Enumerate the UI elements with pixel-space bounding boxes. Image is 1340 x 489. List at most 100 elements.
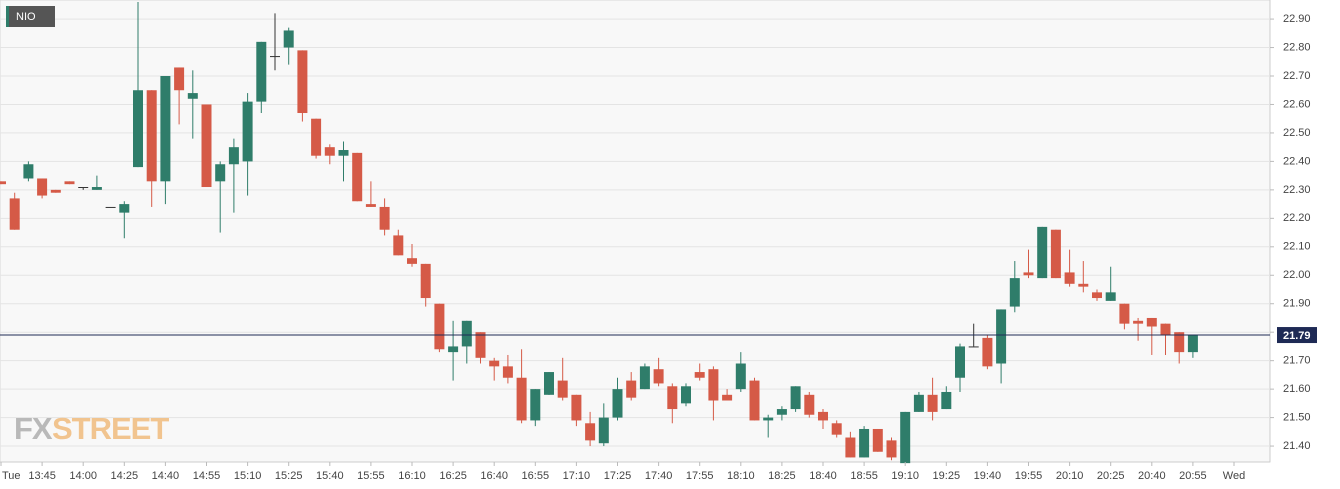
candle-body (174, 67, 185, 91)
x-tick-label: 20:25 (1097, 470, 1125, 482)
x-tick-label: 20:40 (1138, 470, 1166, 482)
x-tick-label: 18:25 (768, 470, 796, 482)
candle-body (475, 332, 486, 358)
y-tick-label: 22.00 (1283, 269, 1311, 281)
candle-body (64, 181, 75, 185)
candle-body (1146, 317, 1157, 327)
candle-body (23, 164, 34, 179)
y-tick-label: 22.80 (1283, 41, 1311, 53)
x-tick-label: 14:55 (193, 470, 221, 482)
x-tick-label: 15:40 (316, 470, 344, 482)
y-tick-label: 21.60 (1283, 383, 1311, 395)
candle-body (749, 380, 760, 421)
x-tick-label: 18:10 (727, 470, 755, 482)
y-tick-label: 22.40 (1283, 155, 1311, 167)
y-tick-label: 21.90 (1283, 298, 1311, 310)
candle-body (982, 337, 993, 367)
x-tick-label: 14:25 (111, 470, 139, 482)
x-tick-label: 16:40 (480, 470, 508, 482)
y-tick-label: 22.20 (1283, 212, 1311, 224)
y-tick-label: 21.40 (1283, 440, 1311, 452)
candle-body (585, 423, 596, 441)
x-tick-label: 20:10 (1056, 470, 1084, 482)
x-tick-label: 17:10 (563, 470, 591, 482)
x-tick-label: 15:55 (357, 470, 385, 482)
candle-body (571, 394, 582, 421)
candle-body (338, 150, 349, 156)
candle-body (311, 118, 322, 156)
candle-body (818, 411, 828, 421)
candle-body (735, 363, 746, 390)
candle-body (804, 394, 815, 415)
x-tick-label: 15:10 (234, 470, 262, 482)
candle-body (557, 380, 568, 398)
candle-body (941, 391, 952, 410)
x-tick-label: 13:45 (28, 470, 56, 482)
candle-body (612, 389, 623, 418)
candle-body (1105, 292, 1116, 301)
candle-body (530, 389, 541, 421)
candle-body (872, 428, 883, 452)
x-tick-label: 17:40 (645, 470, 673, 482)
candle-body (653, 369, 664, 384)
candle-body (1078, 283, 1089, 287)
candle-body (1023, 272, 1034, 276)
candle-body (9, 198, 20, 230)
candle-body (270, 56, 280, 58)
candle-body (119, 204, 130, 213)
candle-body (1064, 272, 1075, 284)
y-tick-label: 22.50 (1283, 127, 1311, 139)
candle-body (228, 147, 239, 165)
candle-body (133, 90, 143, 168)
candle-body (297, 50, 308, 114)
candle-body (681, 386, 691, 404)
candle-body (1174, 332, 1185, 353)
candle-body (845, 437, 856, 458)
x-tick-label: 16:10 (398, 470, 426, 482)
candle-body (831, 423, 842, 435)
candle-body (776, 409, 787, 415)
candle-body (352, 152, 363, 202)
y-tick-label: 22.10 (1283, 241, 1311, 253)
symbol: NIO (16, 11, 36, 23)
candle-body (215, 164, 226, 182)
candle-body (201, 104, 212, 188)
symbol-marker (6, 6, 9, 27)
x-tick-label: 14:00 (69, 470, 97, 482)
candle-body (1009, 278, 1020, 307)
candle-body (694, 372, 705, 378)
candle-body (859, 428, 870, 458)
candle-body (639, 366, 650, 390)
x-tick-label: 19:10 (891, 470, 919, 482)
candle-body (160, 76, 171, 182)
x-tick-label: 18:40 (809, 470, 837, 482)
candle-body (1050, 229, 1061, 279)
last-price-label: 21.79 (1283, 330, 1311, 342)
candle-body (598, 417, 609, 444)
candle-body (667, 386, 678, 410)
y-tick-label: 22.30 (1283, 184, 1311, 196)
candle-body (1160, 323, 1171, 336)
candle-body (91, 187, 102, 190)
candle-body (626, 380, 637, 398)
candle-body (516, 377, 527, 421)
candle-body (1187, 335, 1198, 353)
x-tick-label: 17:55 (686, 470, 714, 482)
x-tick-label: 18:55 (850, 470, 878, 482)
candle-body (1133, 320, 1144, 324)
x-tick-label: 19:55 (1015, 470, 1043, 482)
candle-body (968, 346, 979, 348)
brand-street: STREET (52, 411, 169, 446)
candle-body (434, 303, 445, 350)
candle-body (146, 90, 157, 182)
x-tick-label: 16:25 (439, 470, 467, 482)
candle-body (324, 147, 335, 156)
candle-body (996, 309, 1007, 364)
candle-body (393, 235, 404, 256)
last-price-tag (1277, 327, 1317, 344)
candle-body (256, 41, 267, 102)
x-tick-label: 16:55 (522, 470, 550, 482)
candle-body (365, 204, 376, 207)
y-tick-label: 21.50 (1283, 411, 1311, 423)
